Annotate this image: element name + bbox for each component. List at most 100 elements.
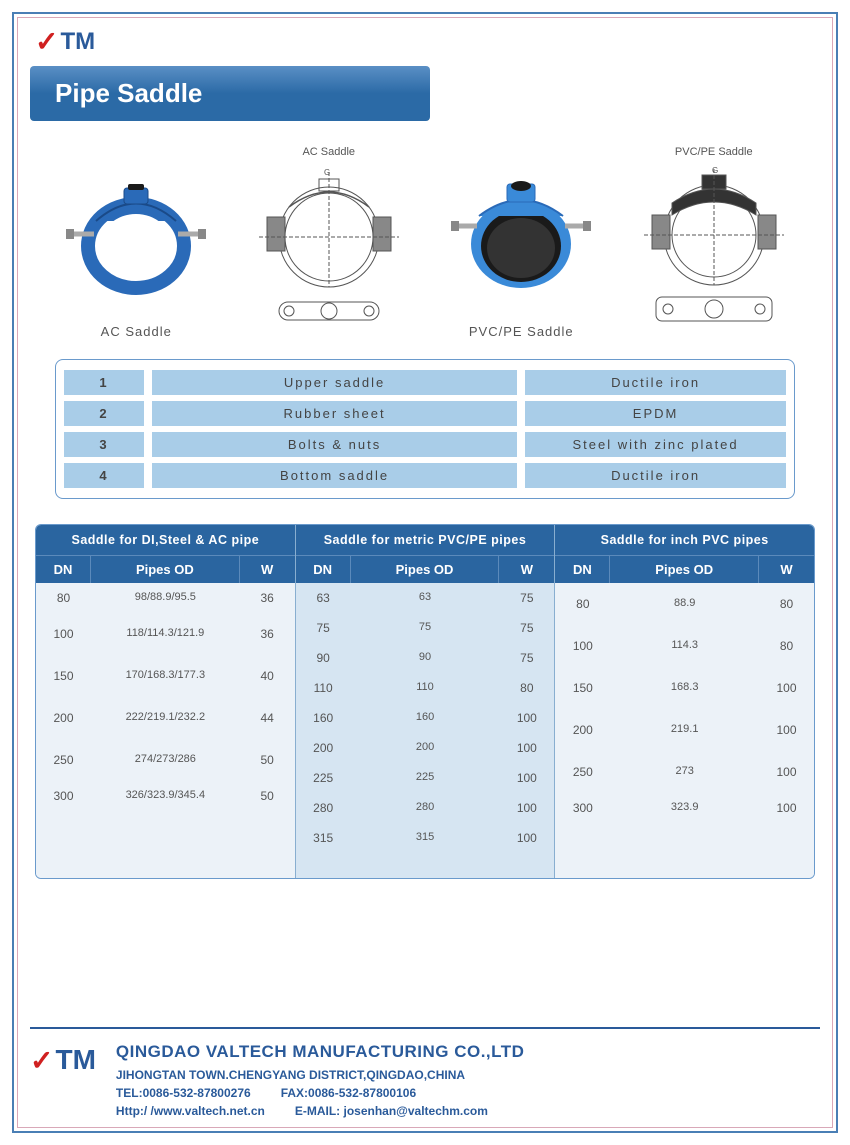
spec-row: 280280100 [296,793,555,823]
spec-group: Saddle for DI,Steel & AC pipeDNPipes ODW… [36,525,296,878]
spec-cell-dn: 90 [296,643,351,673]
spec-group-title: Saddle for inch PVC pipes [555,525,814,555]
spec-cell-dn: 150 [555,667,610,709]
spec-headers: DNPipes ODW [296,555,555,583]
spec-row: 909075 [296,643,555,673]
spec-cell-w: 50 [240,739,295,781]
component-row: 2Rubber sheetEPDM [64,401,786,426]
spec-cell-w: 100 [499,703,554,733]
spec-row: 250274/273/28650 [36,739,295,781]
component-num: 3 [64,432,144,457]
ac-saddle-drawing-label: AC Saddle [233,146,426,158]
spec-cell-od: 168.3 [610,667,759,709]
component-row: 1Upper saddleDuctile iron [64,370,786,395]
spec-row: 150168.3100 [555,667,814,709]
spec-cell-dn: 200 [36,697,91,739]
ac-saddle-drawing-block: AC Saddle G [233,146,426,339]
spec-header-dn: DN [555,556,610,583]
spec-cell-dn: 300 [555,793,610,823]
spec-cell-dn: 315 [296,823,351,853]
spec-cell-w: 100 [759,667,814,709]
spec-header-dn: DN [36,556,91,583]
logo-text: TM [55,1044,95,1076]
company-email: E-MAIL: josenhan@valtechm.com [295,1102,488,1120]
pvc-saddle-drawing-label: PVC/PE Saddle [618,146,811,158]
component-material: Ductile iron [525,463,786,488]
spec-group-title: Saddle for DI,Steel & AC pipe [36,525,295,555]
spec-cell-od: 110 [351,673,500,703]
spec-cell-dn: 63 [296,583,351,613]
spec-cell-dn: 200 [296,733,351,763]
ac-saddle-drawing: G [233,162,426,332]
diagram-row: AC Saddle AC Saddle G [30,146,820,339]
pvc-saddle-photo-block: PVC/PE Saddle [425,146,618,339]
spec-group: Saddle for inch PVC pipesDNPipes ODW8088… [555,525,814,878]
spec-cell-w: 75 [499,583,554,613]
spec-row: 100118/114.3/121.936 [36,613,295,655]
spec-group: Saddle for metric PVC/PE pipesDNPipes OD… [296,525,556,878]
spec-header-od: Pipes OD [351,556,500,583]
spec-body: 6363757575759090751101108016016010020020… [296,583,555,878]
spec-cell-od: 98/88.9/95.5 [91,583,240,613]
spec-body: 8088.980100114.380150168.3100200219.1100… [555,583,814,878]
spec-row: 200200100 [296,733,555,763]
spec-cell-w: 36 [240,613,295,655]
spec-cell-dn: 80 [555,583,610,625]
spec-cell-od: 219.1 [610,709,759,751]
spec-cell-dn: 250 [555,751,610,793]
spec-cell-dn: 150 [36,655,91,697]
page-title: Pipe Saddle [30,66,430,121]
company-name: QINGDAO VALTECH MANUFACTURING CO.,LTD [116,1039,525,1065]
spec-row: 250273100 [555,751,814,793]
spec-tables: Saddle for DI,Steel & AC pipeDNPipes ODW… [35,524,815,879]
spec-cell-w: 40 [240,655,295,697]
spec-cell-od: 170/168.3/177.3 [91,655,240,697]
spec-cell-w: 80 [759,625,814,667]
spec-cell-w: 100 [499,793,554,823]
spec-cell-od: 222/219.1/232.2 [91,697,240,739]
spec-row: 636375 [296,583,555,613]
spec-cell-dn: 80 [36,583,91,613]
spec-row: 160160100 [296,703,555,733]
spec-cell-w: 100 [499,733,554,763]
component-num: 4 [64,463,144,488]
logo-top: ✓ TM [35,25,820,58]
spec-cell-w: 44 [240,697,295,739]
component-material: EPDM [525,401,786,426]
spec-cell-w: 75 [499,643,554,673]
spec-cell-w: 50 [240,781,295,811]
spec-cell-od: 273 [610,751,759,793]
spec-cell-od: 90 [351,643,500,673]
spec-cell-dn: 200 [555,709,610,751]
component-material: Ductile iron [525,370,786,395]
spec-cell-w: 100 [499,763,554,793]
spec-body: 8098/88.9/95.536100118/114.3/121.9361501… [36,583,295,878]
spec-cell-od: 75 [351,613,500,643]
component-num: 2 [64,401,144,426]
logo-text: TM [60,28,95,56]
spec-row: 8088.980 [555,583,814,625]
ac-saddle-photo-block: AC Saddle [40,146,233,339]
spec-cell-w: 75 [499,613,554,643]
component-num: 1 [64,370,144,395]
spec-cell-od: 160 [351,703,500,733]
spec-cell-w: 100 [759,751,814,793]
spec-row: 300323.9100 [555,793,814,823]
spec-row: 150170/168.3/177.340 [36,655,295,697]
components-table: 1Upper saddleDuctile iron 2Rubber sheetEP… [55,359,795,499]
company-fax: FAX:0086-532-87800106 [281,1084,416,1102]
ac-saddle-photo-label: AC Saddle [40,324,233,339]
spec-cell-dn: 110 [296,673,351,703]
spec-cell-dn: 100 [555,625,610,667]
spec-row: 757575 [296,613,555,643]
spec-cell-w: 80 [499,673,554,703]
spec-header-w: W [240,556,295,583]
component-part: Bolts & nuts [152,432,517,457]
logo-bottom: ✓ TM [30,1044,96,1077]
spec-headers: DNPipes ODW [36,555,295,583]
spec-header-dn: DN [296,556,351,583]
spec-cell-od: 118/114.3/121.9 [91,613,240,655]
logo-check-icon: ✓ [30,1044,53,1077]
spec-cell-w: 100 [759,793,814,823]
component-row: 3Bolts & nutsSteel with zinc plated [64,432,786,457]
